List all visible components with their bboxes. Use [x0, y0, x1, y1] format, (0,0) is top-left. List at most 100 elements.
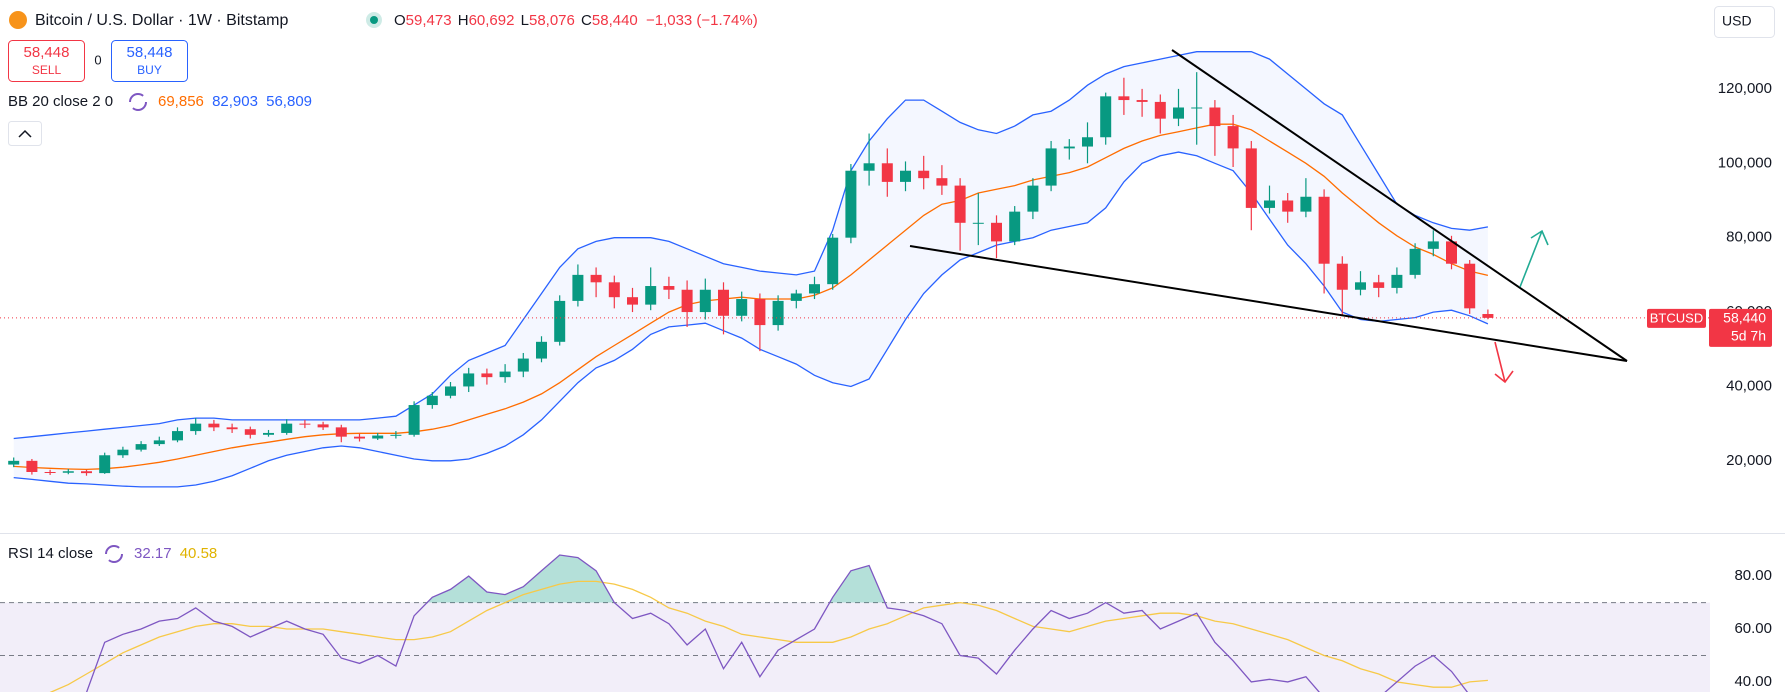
rsi-band-fill [0, 602, 1710, 692]
price-tag [1709, 308, 1772, 347]
bb-icon[interactable] [129, 93, 147, 111]
candle-body [317, 424, 329, 428]
y-tick-label: 20,000 [1726, 452, 1772, 469]
candle-body [172, 431, 183, 441]
drawings [909, 49, 1628, 384]
candle-body [972, 222, 984, 224]
candle-body [62, 471, 74, 473]
candle-body [991, 222, 1002, 242]
bb-line [13, 51, 1489, 440]
candle-body [590, 274, 602, 283]
ohlc-value: 60,692 [469, 12, 515, 29]
currency-select[interactable] [1714, 6, 1775, 38]
candle-body [372, 435, 384, 439]
candle-body [1409, 248, 1421, 275]
candle-body [1373, 282, 1385, 288]
candle-body [408, 405, 420, 435]
candle-body [863, 163, 875, 171]
candle-body [445, 386, 456, 396]
candle-body [190, 423, 202, 432]
candle-body [463, 373, 475, 387]
collapse-button[interactable] [8, 121, 42, 146]
rsi-legend[interactable]: RSI 14 close [8, 545, 93, 562]
candle-body [536, 341, 547, 359]
candle-body [499, 371, 511, 378]
symbol-tag-label: BTCUSD [1650, 310, 1703, 325]
y-tick-label: 80.00 [1734, 567, 1772, 584]
candle-body [354, 436, 365, 439]
candle-body [1318, 196, 1330, 264]
candle-body [809, 284, 820, 294]
symbol-icon [9, 11, 27, 29]
bb-values: 69,856 82,903 56,809 [158, 93, 312, 110]
candle-body [790, 293, 802, 301]
arrow-down[interactable] [1494, 341, 1514, 384]
bb-line [13, 123, 1489, 471]
symbol-title[interactable]: Bitcoin / U.S. Dollar · 1W · Bitstamp [35, 12, 288, 29]
rsi-line [49, 580, 1488, 692]
rsi-value: 32.17 [134, 545, 172, 562]
candle-body [1009, 211, 1021, 242]
sell-button[interactable] [8, 40, 85, 82]
price-marker: BTCUSD 58,440 5d 7h [1647, 308, 1772, 347]
candle-body [663, 286, 675, 290]
candle-body [481, 373, 493, 378]
buy-button[interactable] [111, 40, 188, 82]
y-tick-label: 60.00 [1734, 620, 1772, 637]
ohlc-key: O [394, 12, 406, 29]
bb-upper-value: 82,903 [212, 93, 258, 110]
candle-body [954, 185, 966, 223]
y-tick-label: 120,000 [1718, 80, 1772, 97]
currency: USD [1722, 13, 1752, 29]
candle-body [608, 282, 620, 298]
trend-line[interactable] [1171, 49, 1628, 362]
candle-body [827, 237, 839, 285]
ohlc-key: C [581, 12, 592, 29]
candle-body [772, 300, 784, 326]
candle-body [1227, 126, 1239, 149]
candle-body [681, 289, 693, 313]
candle-body [699, 289, 711, 313]
ohlc-values: O59,473 H60,692 L58,076 C58,440 −1,033 (… [394, 12, 758, 29]
candle-body [263, 432, 274, 435]
arrow-up[interactable] [1519, 229, 1549, 288]
candle-body [335, 427, 347, 437]
trend-line[interactable] [909, 245, 1628, 362]
candle-body [208, 423, 220, 428]
change: −1,033 (−1.74%) [646, 12, 758, 29]
y-tick-label: 40,000 [1726, 377, 1772, 394]
bb-line [13, 151, 1489, 488]
candle-body [426, 395, 438, 406]
status-dot [370, 16, 378, 24]
bb-lower-value: 56,809 [266, 93, 312, 110]
collapse-icon [18, 129, 32, 138]
candle-body [1173, 107, 1184, 119]
sell-price: 58,448 [24, 44, 70, 61]
candle-body [81, 471, 92, 474]
candle-body [736, 299, 748, 316]
rsi-icon[interactable] [105, 545, 123, 563]
candle-body [845, 170, 857, 238]
candle-body [1391, 274, 1403, 288]
candle-body [1336, 263, 1348, 290]
rsi-values: 32.17 40.58 [134, 545, 217, 562]
candle-body [718, 289, 729, 316]
candle-body [754, 299, 766, 326]
candle-body [1300, 196, 1312, 212]
candle-body [390, 434, 402, 436]
bb-legend[interactable]: BB 20 close 2 0 [8, 93, 113, 110]
sell-label: SELL [32, 63, 62, 77]
candle-body [1027, 185, 1039, 212]
candle-body [1355, 282, 1366, 290]
candle-body [244, 429, 256, 435]
candle-body [1082, 137, 1093, 147]
header: Bitcoin / U.S. Dollar · 1W · Bitstamp O5… [8, 6, 1775, 563]
y-tick-label: 40.00 [1734, 673, 1772, 690]
rsi-pane [0, 554, 1710, 692]
candle-body [645, 286, 657, 305]
rsi-line [85, 554, 1469, 692]
symbol-tag [1647, 308, 1706, 328]
candle-body [627, 297, 638, 305]
candle-body [1045, 148, 1057, 186]
